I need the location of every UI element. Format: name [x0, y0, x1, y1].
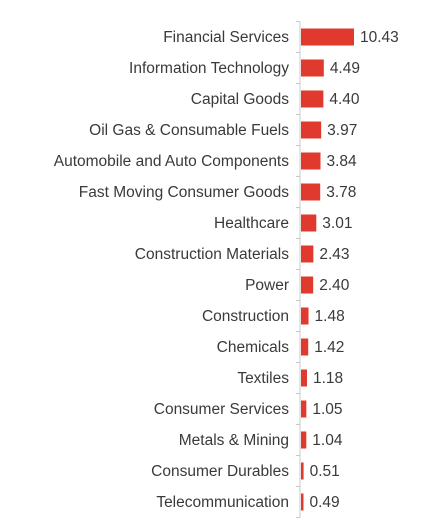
- bar: [301, 307, 309, 325]
- value-label: 1.42: [314, 339, 344, 356]
- value-label: 3.01: [322, 215, 352, 232]
- category-label: Fast Moving Consumer Goods: [79, 184, 289, 201]
- bar: [301, 400, 307, 418]
- value-label: 1.05: [312, 401, 342, 418]
- category-label: Financial Services: [163, 29, 289, 46]
- bar: [301, 90, 324, 108]
- value-label: 3.78: [326, 184, 356, 201]
- value-label: 2.43: [319, 246, 349, 263]
- category-label: Power: [245, 277, 289, 294]
- category-label: Healthcare: [214, 215, 289, 232]
- bar: [301, 59, 324, 77]
- value-label: 1.18: [313, 370, 343, 387]
- value-label: 1.04: [312, 432, 343, 449]
- bar: [301, 28, 354, 46]
- value-label: 3.97: [327, 122, 357, 139]
- bar: [301, 183, 321, 201]
- value-label: 4.49: [330, 60, 360, 77]
- value-label: 0.49: [309, 494, 339, 511]
- value-label: 1.48: [315, 308, 345, 325]
- bar: [301, 493, 304, 511]
- category-label: Chemicals: [217, 339, 290, 356]
- category-label: Consumer Durables: [151, 463, 289, 480]
- category-label: Consumer Services: [154, 401, 289, 418]
- category-label: Oil Gas & Consumable Fuels: [89, 122, 289, 139]
- category-label: Capital Goods: [191, 91, 289, 108]
- bar: [301, 338, 309, 356]
- value-label: 2.40: [319, 277, 350, 294]
- bar: [301, 276, 314, 294]
- bar: [301, 369, 307, 387]
- bar: [301, 121, 322, 139]
- bar: [301, 152, 321, 170]
- bar: [301, 245, 314, 263]
- category-label: Telecommunication: [156, 494, 289, 511]
- category-label: Construction Materials: [135, 246, 289, 263]
- value-label: 3.84: [327, 153, 358, 170]
- bar: [301, 214, 317, 232]
- bar: [301, 431, 307, 449]
- category-label: Construction: [202, 308, 289, 325]
- category-label: Textiles: [237, 370, 289, 387]
- category-label: Automobile and Auto Components: [54, 153, 289, 170]
- bar: [301, 462, 304, 480]
- value-label: 4.40: [329, 91, 360, 108]
- category-label: Information Technology: [129, 60, 289, 77]
- value-label: 0.51: [310, 463, 340, 480]
- category-label: Metals & Mining: [179, 432, 289, 449]
- value-label: 10.43: [360, 29, 399, 46]
